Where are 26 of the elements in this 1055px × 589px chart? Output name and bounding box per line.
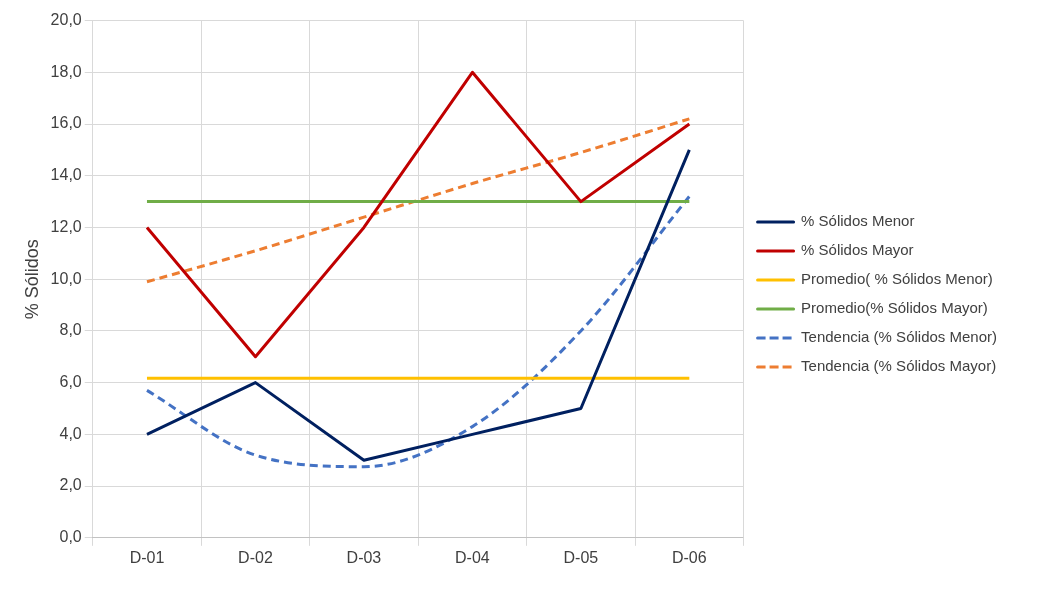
- y-tick-label: 20,0: [50, 11, 82, 29]
- legend-label: % Sólidos Mayor: [801, 241, 914, 259]
- x-tick-label: D-05: [563, 548, 599, 566]
- y-tick-label: 0,0: [59, 528, 82, 546]
- legend-label: Promedio( % Sólidos Menor): [801, 270, 993, 288]
- x-tick-label: D-03: [346, 548, 382, 566]
- line-series: [145, 194, 691, 469]
- legend-label: Tendencia (% Sólidos Menor): [801, 328, 998, 346]
- y-tick-label: 2,0: [59, 476, 82, 494]
- x-tick-label: D-06: [671, 548, 707, 566]
- line-series: [145, 117, 691, 284]
- x-tick-label: D-04: [455, 548, 490, 566]
- legend-label: Tendencia (% Sólidos Mayor): [801, 357, 997, 375]
- y-tick-label: 6,0: [59, 373, 82, 391]
- y-tick-label: 8,0: [59, 321, 82, 339]
- legend-label: Promedio(% Sólidos Mayor): [801, 299, 988, 317]
- y-tick-label: 16,0: [50, 114, 82, 132]
- x-tick-label: D-01: [129, 548, 165, 566]
- y-tick-label: 14,0: [50, 166, 82, 184]
- y-tick-label: 4,0: [59, 424, 82, 442]
- y-tick-label: 12,0: [50, 217, 82, 235]
- y-axis-title: % Sólidos: [21, 239, 42, 320]
- legend-label: % Sólidos Menor: [801, 212, 915, 230]
- x-tick-label: D-02: [238, 548, 273, 566]
- y-tick-label: 18,0: [50, 62, 82, 80]
- y-tick-label: 10,0: [50, 269, 82, 287]
